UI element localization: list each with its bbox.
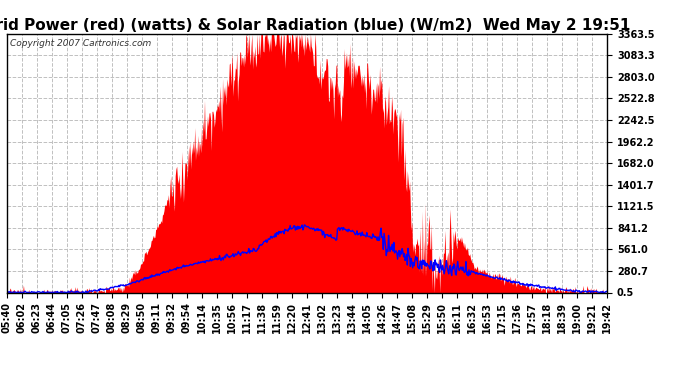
- Text: Copyright 2007 Cartronics.com: Copyright 2007 Cartronics.com: [10, 39, 151, 48]
- Title: Grid Power (red) (watts) & Solar Radiation (blue) (W/m2)  Wed May 2 19:51: Grid Power (red) (watts) & Solar Radiati…: [0, 18, 631, 33]
